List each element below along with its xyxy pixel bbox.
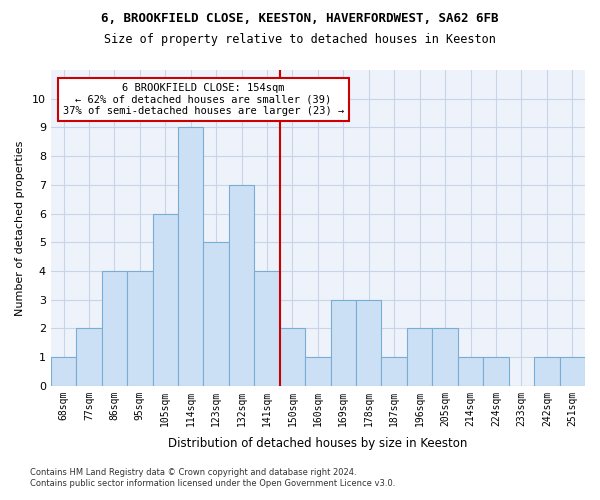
Bar <box>203 242 229 386</box>
Bar <box>305 357 331 386</box>
Bar <box>280 328 305 386</box>
Bar <box>254 271 280 386</box>
Bar <box>534 357 560 386</box>
Bar <box>101 271 127 386</box>
Text: Size of property relative to detached houses in Keeston: Size of property relative to detached ho… <box>104 32 496 46</box>
Bar <box>483 357 509 386</box>
Bar <box>356 300 382 386</box>
Bar <box>178 128 203 386</box>
Bar <box>458 357 483 386</box>
Text: 6 BROOKFIELD CLOSE: 154sqm
← 62% of detached houses are smaller (39)
37% of semi: 6 BROOKFIELD CLOSE: 154sqm ← 62% of deta… <box>63 83 344 116</box>
Bar <box>407 328 433 386</box>
Bar <box>560 357 585 386</box>
Bar <box>76 328 101 386</box>
Bar <box>51 357 76 386</box>
Bar <box>127 271 152 386</box>
Bar <box>382 357 407 386</box>
Bar <box>331 300 356 386</box>
Bar <box>229 185 254 386</box>
Bar <box>152 214 178 386</box>
Text: 6, BROOKFIELD CLOSE, KEESTON, HAVERFORDWEST, SA62 6FB: 6, BROOKFIELD CLOSE, KEESTON, HAVERFORDW… <box>101 12 499 26</box>
X-axis label: Distribution of detached houses by size in Keeston: Distribution of detached houses by size … <box>168 437 467 450</box>
Y-axis label: Number of detached properties: Number of detached properties <box>15 140 25 316</box>
Bar <box>433 328 458 386</box>
Text: Contains HM Land Registry data © Crown copyright and database right 2024.
Contai: Contains HM Land Registry data © Crown c… <box>30 468 395 487</box>
